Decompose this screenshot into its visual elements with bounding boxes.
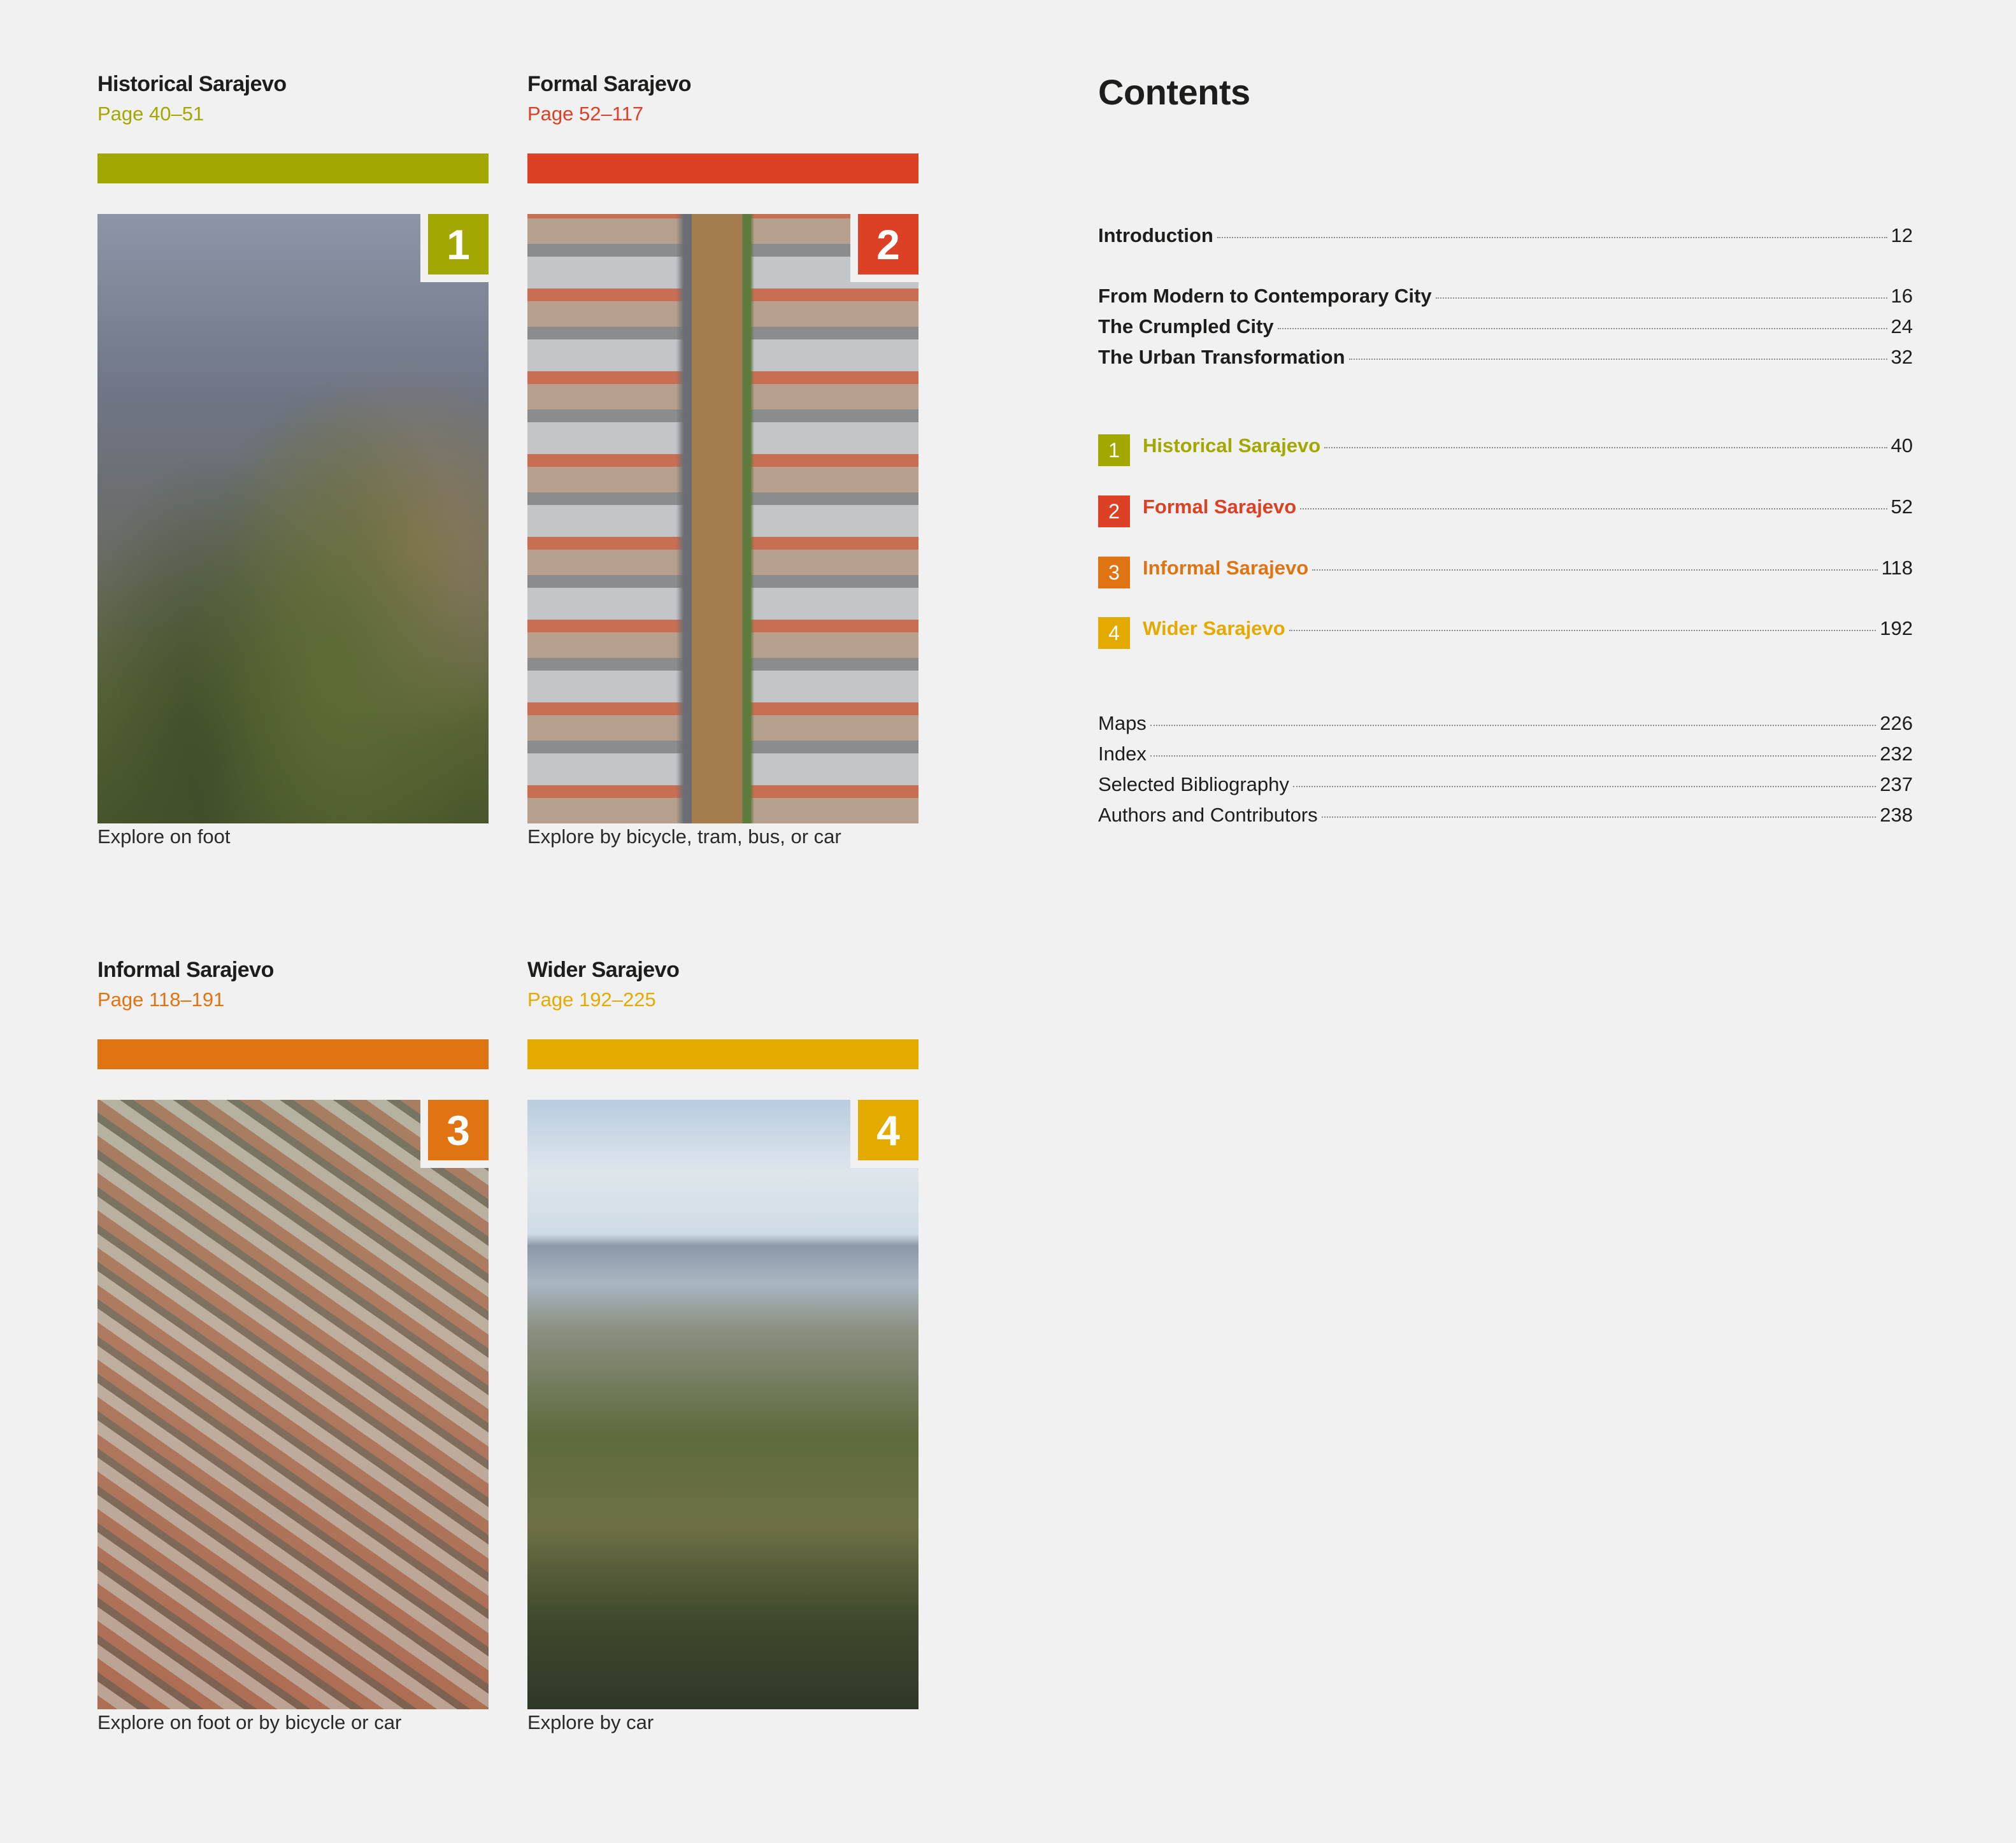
section-number-badge: 3 — [420, 1100, 489, 1168]
section-photo-valley-landscape: 4 — [527, 1100, 919, 1709]
toc-page: 40 — [1891, 434, 1913, 457]
toc-entry[interactable]: The Urban Transformation 32 — [1098, 346, 1913, 369]
section-number-badge: 1 — [420, 214, 489, 282]
toc-label: The Urban Transformation — [1098, 346, 1345, 368]
toc-leader — [1150, 725, 1877, 726]
chapter-number-badge: 3 — [1098, 557, 1130, 588]
toc-chapter-entry[interactable]: 1 Historical Sarajevo 40 — [1098, 434, 1913, 466]
toc-label: Authors and Contributors — [1098, 804, 1318, 826]
section-pages: Page 52–117 — [527, 103, 644, 125]
toc-leader — [1435, 297, 1887, 299]
toc-chapter-entry[interactable]: 3 Informal Sarajevo 118 — [1098, 557, 1913, 588]
section-number-badge: 4 — [850, 1100, 919, 1168]
toc-leader — [1300, 508, 1887, 509]
section-number-badge: 2 — [850, 214, 919, 282]
section-color-bar — [97, 153, 489, 183]
toc-page: 24 — [1891, 315, 1913, 338]
toc-label: Maps — [1098, 712, 1147, 734]
toc-entry[interactable]: The Crumpled City 24 — [1098, 315, 1913, 338]
toc-leader — [1324, 447, 1887, 448]
toc-label: Historical Sarajevo — [1143, 434, 1321, 457]
section-pages: Page 40–51 — [97, 103, 204, 125]
toc-page: 238 — [1880, 804, 1913, 826]
toc-chapter-entry[interactable]: 4 Wider Sarajevo 192 — [1098, 617, 1913, 649]
section-caption: Explore on foot or by bicycle or car — [97, 1711, 402, 1733]
toc-entry[interactable]: Selected Bibliography 237 — [1098, 773, 1913, 796]
section-pages: Page 118–191 — [97, 988, 225, 1011]
section-title: Informal Sarajevo — [97, 958, 274, 982]
toc-page: 237 — [1880, 773, 1913, 795]
toc-page: 16 — [1891, 285, 1913, 307]
toc-chapter-entry[interactable]: 2 Formal Sarajevo 52 — [1098, 495, 1913, 527]
section-photo-aerial-river: 2 — [527, 214, 919, 823]
section-caption: Explore on foot — [97, 825, 231, 848]
toc-page: 232 — [1880, 743, 1913, 765]
section-title: Formal Sarajevo — [527, 72, 692, 96]
toc-leader — [1348, 359, 1887, 360]
toc-leader — [1321, 816, 1877, 818]
toc-label: The Crumpled City — [1098, 315, 1274, 338]
toc-label: Introduction — [1098, 224, 1213, 246]
toc-leader — [1217, 237, 1887, 238]
chapter-number-badge: 4 — [1098, 617, 1130, 649]
toc-leader — [1150, 755, 1877, 757]
section-color-bar — [97, 1039, 489, 1069]
toc-page: 118 — [1881, 557, 1913, 579]
section-color-bar — [527, 1039, 919, 1069]
toc-leader — [1289, 630, 1877, 631]
toc-label: Informal Sarajevo — [1143, 557, 1309, 579]
toc-label: Selected Bibliography — [1098, 773, 1289, 795]
section-caption: Explore by bicycle, tram, bus, or car — [527, 825, 841, 848]
toc-page: 192 — [1880, 617, 1913, 639]
toc-page: 52 — [1891, 495, 1913, 518]
section-color-bar — [527, 153, 919, 183]
toc-leader — [1292, 786, 1877, 787]
toc-entry[interactable]: Authors and Contributors 238 — [1098, 804, 1913, 827]
contents-title: Contents — [1098, 72, 1250, 112]
section-title: Wider Sarajevo — [527, 958, 680, 982]
toc-label: Index — [1098, 743, 1147, 765]
toc-leader — [1277, 328, 1887, 329]
toc-entry[interactable]: Introduction 12 — [1098, 224, 1913, 247]
section-caption: Explore by car — [527, 1711, 654, 1733]
toc-label: Formal Sarajevo — [1143, 495, 1297, 518]
chapter-number-badge: 1 — [1098, 434, 1130, 466]
section-photo-aerial-old-town: 1 — [97, 214, 489, 823]
toc-page: 12 — [1891, 224, 1913, 246]
toc-entry[interactable]: Maps 226 — [1098, 712, 1913, 735]
chapter-number-badge: 2 — [1098, 495, 1130, 527]
section-title: Historical Sarajevo — [97, 72, 287, 96]
section-photo-aerial-residential: 3 — [97, 1100, 489, 1709]
toc-entry[interactable]: From Modern to Contemporary City 16 — [1098, 285, 1913, 308]
toc-entry[interactable]: Index 232 — [1098, 743, 1913, 765]
toc-page: 226 — [1880, 712, 1913, 734]
section-pages: Page 192–225 — [527, 988, 656, 1011]
toc-label: Wider Sarajevo — [1143, 617, 1285, 639]
toc-page: 32 — [1891, 346, 1913, 368]
toc-leader — [1312, 569, 1878, 571]
toc-label: From Modern to Contemporary City — [1098, 285, 1432, 307]
